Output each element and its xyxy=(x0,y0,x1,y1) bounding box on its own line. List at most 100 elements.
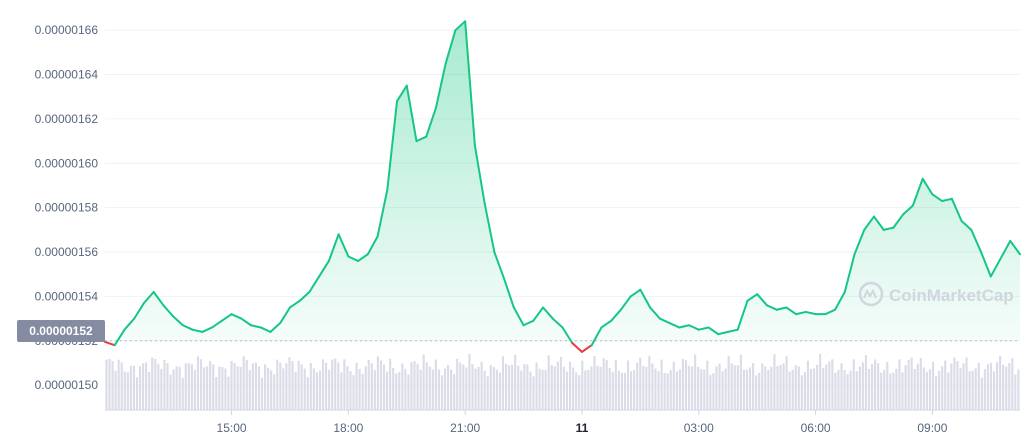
volume-bar xyxy=(806,360,810,410)
price-line-segment xyxy=(999,239,1012,260)
volume-bar xyxy=(218,366,221,410)
volume-bar xyxy=(312,368,315,410)
price-line-segment xyxy=(1009,239,1021,256)
volume-bar xyxy=(883,369,886,410)
volume-bar xyxy=(209,361,212,410)
volume-bar xyxy=(453,374,456,410)
volume-bar xyxy=(791,369,794,410)
volume-bar xyxy=(797,366,800,410)
volume-bar xyxy=(419,369,422,410)
volume-bar xyxy=(965,357,968,410)
volume-bar xyxy=(849,370,852,410)
volume-bar xyxy=(642,365,645,410)
volume-bar xyxy=(514,354,517,410)
volume-bar xyxy=(562,366,566,410)
volume-bar xyxy=(511,364,514,410)
price-area-fill xyxy=(105,21,1020,352)
volume-bar xyxy=(392,367,395,410)
price-line-segment xyxy=(396,84,408,103)
price-line-segment xyxy=(532,306,545,322)
price-line-segment xyxy=(240,317,253,327)
volume-bar xyxy=(227,376,230,410)
volume-bar xyxy=(279,362,282,410)
volume-bar xyxy=(739,354,742,410)
volume-bar xyxy=(809,369,813,410)
price-line-segment xyxy=(269,322,282,333)
volume-bar xyxy=(1008,363,1011,410)
volume-bar xyxy=(944,360,947,410)
volume-bar xyxy=(837,369,840,410)
y-tick-label: 0.00000156 xyxy=(35,245,99,259)
volume-bar xyxy=(870,364,874,410)
volume-bar xyxy=(858,366,861,410)
volume-bar xyxy=(614,359,617,410)
x-tick-label: 18:00 xyxy=(333,421,363,435)
volume-bar xyxy=(794,365,797,410)
price-line-segment xyxy=(610,308,622,322)
volume-bar xyxy=(157,364,160,410)
volume-bar xyxy=(700,369,703,410)
volume-bar xyxy=(172,369,175,410)
volume-bar xyxy=(181,377,184,410)
volume-bar xyxy=(498,372,501,410)
price-line-segment xyxy=(366,235,379,256)
volume-bar xyxy=(813,368,816,410)
volume-bar xyxy=(251,363,254,410)
volume-bar xyxy=(480,361,483,410)
volume-bar xyxy=(132,365,135,410)
volume-bar xyxy=(459,362,462,410)
volume-bar xyxy=(318,370,322,410)
price-line-segment xyxy=(980,251,992,278)
volume-bar xyxy=(297,360,300,410)
volume-bar xyxy=(349,371,352,410)
volume-bar xyxy=(535,362,538,410)
x-tick-label: 15:00 xyxy=(217,421,247,435)
price-line-segment xyxy=(824,308,837,316)
volume-bar xyxy=(267,367,270,410)
volume-bar xyxy=(425,362,428,410)
volume-bar xyxy=(919,358,922,410)
volume-bar xyxy=(724,368,727,410)
volume-bar xyxy=(956,361,959,410)
price-line-segment xyxy=(464,20,476,147)
volume-bar xyxy=(407,374,410,410)
volume-bar xyxy=(623,372,627,410)
price-line-segment xyxy=(386,100,399,191)
volume-bar xyxy=(382,364,386,410)
price-line-segment xyxy=(181,324,194,331)
volume-bar xyxy=(687,365,691,410)
volume-bar xyxy=(364,366,367,410)
volume-bar xyxy=(471,364,474,410)
volume-bar xyxy=(504,364,508,410)
volume-bar xyxy=(861,362,864,410)
volume-bar xyxy=(703,369,706,410)
volume-bar xyxy=(440,375,444,410)
price-line-segment xyxy=(863,215,875,231)
volume-bar xyxy=(236,366,239,410)
volume-bar xyxy=(764,366,767,410)
volume-bar xyxy=(395,373,398,410)
volume-bar xyxy=(776,365,779,410)
price-line-segment xyxy=(892,213,905,229)
volume-bar xyxy=(456,358,459,410)
volume-bar xyxy=(935,376,938,410)
volume-bar xyxy=(492,366,495,410)
volume-bar xyxy=(401,363,404,410)
volume-bar xyxy=(684,360,688,410)
volume-bar xyxy=(489,364,492,410)
price-line-segment xyxy=(220,313,233,322)
volume-bar xyxy=(633,369,636,410)
price-line-segment xyxy=(162,304,175,318)
volume-bar xyxy=(410,362,413,410)
volume-bar xyxy=(126,372,129,410)
price-line-segment xyxy=(756,293,768,307)
x-axis: 15:00 18:00 21:00 11 03:00 06:00 09:00 xyxy=(105,409,1020,435)
volume-bar xyxy=(367,359,370,410)
price-line-segment xyxy=(425,106,437,138)
volume-bar xyxy=(361,373,364,410)
volume-bar xyxy=(748,367,752,410)
volume-bar xyxy=(523,364,526,410)
volume-bar xyxy=(123,371,126,410)
volume-bar xyxy=(910,357,913,410)
